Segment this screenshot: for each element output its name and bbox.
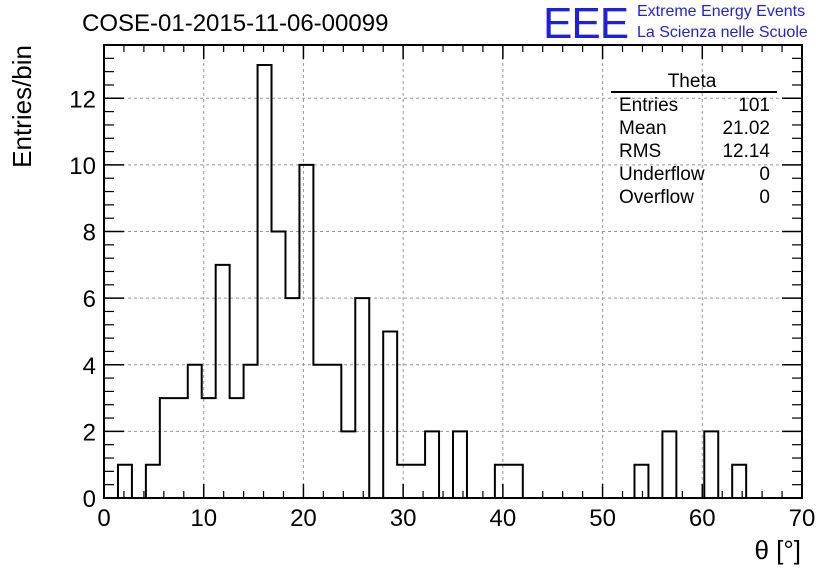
histogram-bin [118, 465, 132, 498]
histogram-bin [258, 65, 272, 498]
brand-line-2: La Scienza nelle Scuole [637, 24, 808, 41]
histogram-bin [704, 431, 718, 498]
stats-label: RMS [619, 141, 661, 162]
histogram-bin [216, 265, 230, 498]
x-tick-label: 30 [390, 505, 417, 532]
stats-label: Mean [619, 118, 667, 139]
histogram-bin [509, 465, 523, 498]
histogram-bin [634, 465, 648, 498]
histogram-bin [146, 465, 160, 498]
stats-value: 12.14 [722, 141, 770, 162]
stats-box: Theta Entries 101 Mean 21.02 RMS 12.14 Underfl… [611, 71, 777, 208]
y-tick-label: 6 [83, 286, 96, 313]
stats-label: Overflow [619, 187, 694, 208]
histogram-bin [160, 398, 174, 498]
x-axis-label: θ [°] [754, 535, 801, 565]
x-tick-label: 20 [290, 505, 317, 532]
stats-title: Theta [668, 71, 717, 92]
eee-logo: EEE [543, 0, 629, 48]
histogram-outline [104, 63, 802, 499]
histogram-bin [397, 465, 411, 498]
histogram-bin [174, 398, 188, 498]
histogram-bin [453, 431, 467, 498]
x-tick-label: 70 [789, 505, 816, 532]
stats-value: 0 [759, 164, 770, 185]
stats-value: 101 [738, 95, 770, 116]
stats-value: 0 [759, 187, 770, 208]
tick-labels: 0 10 20 30 40 50 60 70 0 2 4 6 8 10 12 [69, 86, 815, 532]
brand-line-1: Extreme Energy Events [637, 3, 806, 20]
histogram-bin [341, 431, 355, 498]
y-tick-label: 8 [83, 220, 96, 247]
histogram-bin [425, 431, 439, 498]
histogram-bin [355, 298, 369, 498]
y-tick-label: 12 [69, 86, 96, 113]
stats-value: 21.02 [722, 118, 770, 139]
histogram-bin [383, 331, 397, 498]
y-tick-label: 2 [83, 419, 96, 446]
x-tick-label: 50 [589, 505, 616, 532]
axis-ticks [103, 45, 803, 499]
histogram-bin [662, 431, 676, 498]
y-tick-label: 4 [83, 353, 96, 380]
plot-frame [103, 44, 803, 499]
x-tick-label: 10 [190, 505, 217, 532]
histogram-bin [285, 298, 299, 498]
y-axis-label: Entries/bin [7, 45, 37, 168]
y-tick-label: 0 [83, 486, 96, 513]
x-tick-label: 60 [689, 505, 716, 532]
stats-label: Entries [619, 95, 678, 116]
grid-lines [104, 45, 802, 498]
x-tick-label: 40 [490, 505, 517, 532]
stats-rows: Entries 101 Mean 21.02 RMS 12.14 Underflow 0 Ove… [619, 95, 770, 208]
stats-label: Underflow [619, 164, 705, 185]
histogram-bin [732, 465, 746, 498]
histogram-bin [299, 165, 313, 498]
y-tick-label: 10 [69, 153, 96, 180]
histogram-bin [495, 465, 509, 498]
x-tick-label: 0 [97, 505, 110, 532]
histogram-bin [230, 398, 244, 498]
chart-title: COSE-01-2015-11-06-00099 [82, 10, 389, 37]
